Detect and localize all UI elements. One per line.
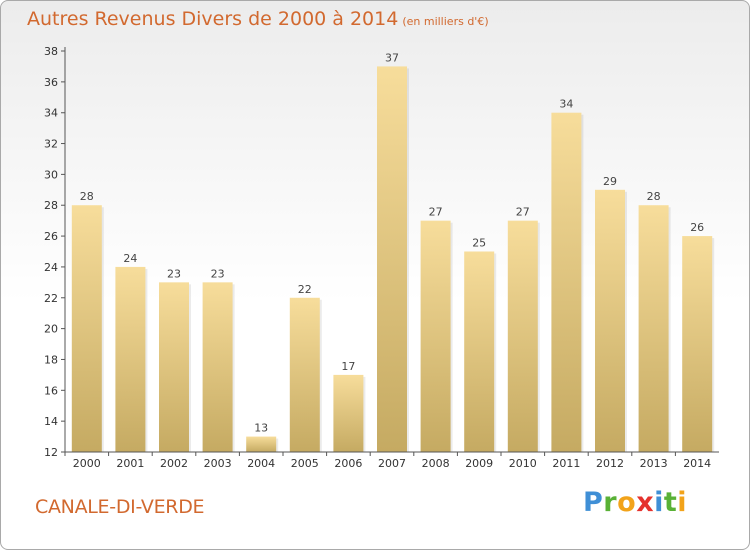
data-label: 22 [298,283,312,296]
bar [159,282,189,452]
data-label: 17 [341,360,355,373]
x-tick-label: 2008 [422,457,450,470]
data-label: 27 [429,206,443,219]
data-label: 13 [254,422,268,435]
y-tick-label: 20 [44,323,58,336]
x-tick-label: 2005 [291,457,319,470]
y-tick-label: 38 [44,45,58,58]
y-tick-label: 22 [44,292,58,305]
x-tick-label: 2004 [247,457,275,470]
data-label: 28 [647,190,661,203]
x-tick-label: 2007 [378,457,406,470]
data-label: 27 [516,206,530,219]
y-tick-label: 30 [44,168,58,181]
y-tick-label: 34 [44,107,58,120]
bar [638,205,669,452]
bar [289,297,320,452]
x-tick-label: 2006 [334,457,362,470]
data-label: 24 [123,252,137,265]
x-tick-label: 2002 [160,457,188,470]
y-tick-label: 18 [44,353,58,366]
x-tick-label: 2000 [73,457,101,470]
proxiti-logo[interactable]: Proxiti [583,487,687,518]
logo-letter: P [583,487,604,518]
logo-letter: o [617,487,637,518]
logo-letter: x [636,487,655,518]
data-label: 28 [80,190,94,203]
logo-letter: i [654,487,664,518]
x-tick-label: 2011 [552,457,580,470]
bar [595,189,625,453]
bar [246,436,277,452]
data-label: 26 [690,221,704,234]
data-label: 29 [603,175,617,188]
y-tick-label: 32 [44,138,58,151]
data-label: 37 [385,51,399,64]
title-text: Autres Revenus Divers de 2000 à 2014 [27,8,399,30]
axes-group: 2000 2001 2002 2003 2004 2005 2006 2007 2008 2009… [44,45,719,470]
bar [551,112,582,452]
chart-title: Autres Revenus Divers de 2000 à 2014 (en … [27,8,489,30]
bar [507,220,538,452]
bar [420,220,451,452]
location-label: CANALE-DI-VERDE [35,496,205,518]
y-tick-label: 14 [44,415,58,428]
x-tick-label: 2014 [683,457,711,470]
data-label: 23 [211,267,225,280]
x-tick-label: 2003 [204,457,232,470]
x-tick-label: 2009 [465,457,493,470]
bars-group: 28 24 23 23 13 22 17 37 27 25 27 34 29 28 26 [71,51,715,453]
x-tick-label: 2013 [640,457,668,470]
y-tick-label: 12 [44,446,58,459]
y-tick-label: 26 [44,230,58,243]
logo-letter: t [663,487,678,518]
bar [377,66,407,452]
data-label: 34 [559,98,573,111]
y-tick-label: 24 [44,261,58,274]
logo-letter: i [677,487,688,518]
y-tick-label: 36 [44,76,58,89]
x-tick-label: 2012 [596,457,624,470]
bar [115,266,146,452]
bar [71,205,102,452]
y-tick-label: 28 [44,199,58,212]
bar [464,251,495,452]
data-label: 23 [167,267,181,280]
x-tick-label: 2001 [116,457,144,470]
bar [682,236,713,452]
data-label: 25 [472,237,486,250]
unit-label: (en milliers d'€) [402,15,489,28]
x-tick-label: 2010 [509,457,537,470]
bar [202,282,233,452]
logo-letter: r [603,487,618,518]
bar [333,374,364,452]
y-tick-label: 16 [44,384,58,397]
